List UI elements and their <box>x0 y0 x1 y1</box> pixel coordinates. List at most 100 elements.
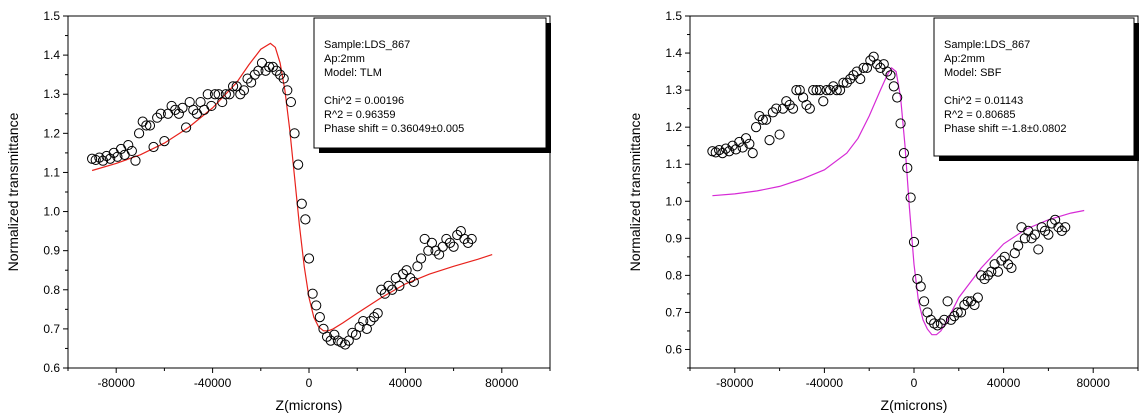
data-point <box>199 104 210 115</box>
y-tick-label: 1.3 <box>665 83 682 97</box>
data-point <box>992 266 1004 277</box>
x-tick-label: 40000 <box>389 376 423 390</box>
data-point <box>774 129 785 140</box>
data-point <box>354 321 365 333</box>
data-point <box>979 273 990 285</box>
data-point <box>209 89 221 100</box>
x-tick-label: 80000 <box>485 376 519 390</box>
data-point <box>898 147 910 159</box>
data-point <box>734 136 745 148</box>
data-point <box>724 146 735 157</box>
data-point <box>220 89 231 100</box>
y-tick-label: 0.9 <box>43 244 60 258</box>
chart-panel-1: -80000 -40000 0 40000 80000 0.6 0.7 0.8 0.9 1.0 1.… <box>5 9 551 413</box>
data-point <box>952 307 963 318</box>
data-point <box>267 61 278 72</box>
data-point <box>895 118 906 129</box>
data-point <box>892 92 903 103</box>
data-point <box>848 70 859 81</box>
data-point <box>249 69 260 80</box>
series-group <box>87 42 493 350</box>
data-point <box>771 103 782 114</box>
x-tick-label: 0 <box>911 376 918 390</box>
data-point <box>307 288 318 299</box>
info-line: Model: SBF <box>944 67 1002 79</box>
y-tick-label: 1.3 <box>43 87 60 101</box>
data-point <box>282 85 293 96</box>
info-line: Ap:2mm <box>324 53 365 65</box>
data-point <box>448 241 459 252</box>
data-point <box>885 70 896 81</box>
data-point <box>710 147 721 158</box>
data-point <box>764 135 775 146</box>
fit-line <box>91 42 493 332</box>
x-tick-label: 40000 <box>987 376 1021 390</box>
y-tick-label: 1.2 <box>43 126 60 140</box>
data-point <box>972 292 983 303</box>
data-point <box>329 329 340 340</box>
data-point <box>376 284 387 295</box>
x-axis-title: Z(microns) <box>881 397 948 413</box>
data-point <box>311 300 322 311</box>
data-point <box>838 77 849 88</box>
data-point <box>368 312 380 323</box>
info-line: Phase shift = 0.36049±0.005 <box>324 123 464 135</box>
data-point <box>1006 262 1017 274</box>
data-point <box>191 108 203 119</box>
series-group <box>707 51 1085 336</box>
data-point <box>242 73 253 84</box>
info-line: Sample:LDS_867 <box>324 39 410 51</box>
y-tick-label: 0.7 <box>665 305 682 319</box>
data-point <box>130 155 141 166</box>
data-point <box>1002 259 1014 270</box>
data-point <box>365 315 376 327</box>
y-tick-label: 1.5 <box>43 9 60 23</box>
info-line: Phase shift =-1.8±0.0802 <box>944 123 1067 135</box>
data-point <box>296 198 307 209</box>
data-point <box>804 103 815 114</box>
data-point <box>430 245 441 256</box>
data-point <box>814 85 826 96</box>
data-point <box>394 280 405 291</box>
y-axis-title: Normalized transmittance <box>627 112 643 271</box>
data-point <box>152 112 163 123</box>
data-point <box>908 236 920 248</box>
data-point <box>959 299 970 311</box>
data-point <box>94 152 105 163</box>
data-point <box>340 339 351 350</box>
y-tick-label: 1.1 <box>665 157 682 171</box>
data-point <box>996 255 1007 266</box>
data-point <box>260 65 271 76</box>
data-point <box>767 107 778 118</box>
data-point <box>1029 229 1041 240</box>
data-point <box>935 318 946 329</box>
fit-line <box>712 66 1085 336</box>
x-tick-label: -40000 <box>806 376 844 390</box>
data-point <box>285 96 297 108</box>
data-point <box>170 104 181 115</box>
data-point <box>761 114 772 125</box>
info-line: Model: TLM <box>324 67 382 79</box>
data-point <box>274 69 286 80</box>
x-tick-label: -80000 <box>98 376 136 390</box>
y-tick-label: 0.9 <box>665 231 682 245</box>
data-point <box>918 296 930 307</box>
data-point <box>303 253 315 264</box>
data-point <box>278 73 289 84</box>
y-tick-label: 1.0 <box>43 205 60 219</box>
y-tick-label: 0.6 <box>665 342 682 356</box>
data-point <box>845 73 856 85</box>
data-point <box>105 153 116 164</box>
data-point <box>408 276 419 288</box>
data-point <box>740 133 752 144</box>
data-point <box>155 108 166 119</box>
y-tick-label: 0.8 <box>665 268 682 282</box>
x-tick-label: 0 <box>306 376 313 390</box>
info-line: Chi^2 = 0.00196 <box>324 95 404 107</box>
data-point <box>101 150 112 162</box>
data-point <box>173 108 184 119</box>
data-point <box>289 128 300 139</box>
data-point <box>300 214 311 225</box>
data-point <box>206 100 217 112</box>
y-tick-label: 1.5 <box>665 9 682 23</box>
